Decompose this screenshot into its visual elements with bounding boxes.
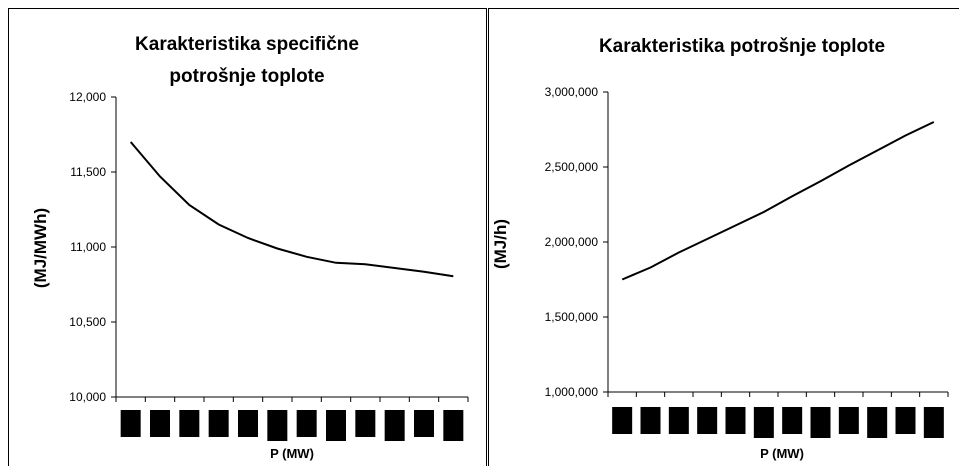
redacted-tick-block (640, 407, 661, 434)
redacted-tick-block (443, 410, 464, 441)
redacted-tick-block (150, 410, 170, 437)
redacted-tick-block (208, 410, 229, 437)
chart-title-line-1: Karakteristika specifične (135, 34, 359, 55)
y-tick-labels: 12,000 11,500 11,000 10,500 10,000 (69, 90, 106, 404)
y-axis-label: (MJ/h) (491, 219, 510, 269)
redacted-tick-block (296, 410, 317, 437)
redacted-tick-block (238, 410, 258, 437)
redacted-tick-block (326, 410, 346, 441)
redacted-tick-block (384, 410, 405, 441)
y-tick-label: 11,500 (70, 165, 106, 179)
redacted-tick-block (179, 410, 200, 437)
redacted-tick-block (782, 407, 803, 434)
series-line (621, 121, 935, 281)
redacted-tick-block (838, 407, 859, 434)
redacted-tick-block (753, 407, 774, 438)
x-axis-label: P (MW) (270, 446, 314, 461)
redacted-tick-block (810, 407, 831, 438)
y-tick-label: 1,000,000 (545, 385, 599, 399)
redacted-tick-block (867, 407, 888, 438)
chart-border (488, 8, 959, 466)
axes-group (111, 96, 469, 402)
chart-panel-heat-rate: Karakteristika specifične potrošnje topl… (8, 8, 487, 466)
y-tick-label: 3,000,000 (545, 85, 599, 99)
series-group (129, 141, 454, 278)
y-axis-label: (MJ/MWh) (31, 208, 50, 288)
heat-consumption-chart: Karakteristika potrošnje toplote (MJ/h) … (488, 8, 959, 466)
redacted-tick-block (895, 407, 916, 434)
heat-rate-chart: Karakteristika specifične potrošnje topl… (8, 8, 487, 466)
redacted-x-tick-labels (612, 407, 944, 438)
redacted-tick-block (725, 407, 746, 434)
y-tick-label: 12,000 (69, 90, 106, 104)
series-line (129, 141, 454, 278)
y-tick-label: 11,000 (70, 240, 106, 254)
y-tick-label: 2,000,000 (545, 235, 599, 249)
chart-title-line-1: Karakteristika potrošnje toplote (599, 36, 885, 57)
y-tick-label: 10,500 (69, 315, 106, 329)
redacted-tick-block (267, 410, 288, 441)
chart-panel-heat-consumption: Karakteristika potrošnje toplote (MJ/h) … (488, 0, 959, 466)
redacted-tick-block (697, 407, 718, 434)
redacted-tick-block (120, 410, 141, 437)
y-tick-label: 2,500,000 (545, 160, 599, 174)
redacted-tick-block (414, 410, 434, 437)
series-group (621, 121, 935, 281)
chart-border (8, 8, 487, 466)
chart-title-line-2: potrošnje toplote (169, 66, 324, 87)
redacted-tick-block (923, 407, 944, 438)
redacted-tick-block (355, 410, 376, 437)
redacted-tick-block (612, 407, 633, 434)
redacted-x-tick-labels (120, 410, 464, 441)
y-tick-label: 1,500,000 (545, 310, 599, 324)
y-tick-label: 10,000 (69, 390, 106, 404)
x-axis-label: P (MW) (760, 446, 804, 461)
axes-group (603, 91, 949, 397)
y-tick-labels: 3,000,000 2,500,000 2,000,000 1,500,000 1,00… (545, 85, 599, 399)
redacted-tick-block (668, 407, 689, 434)
